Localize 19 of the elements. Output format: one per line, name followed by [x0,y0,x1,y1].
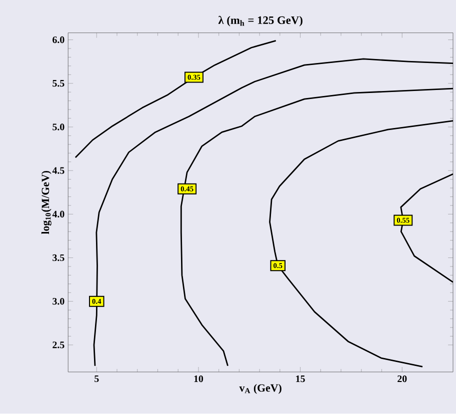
x-tick-label: 20 [398,376,407,382]
y-tick-label: 3.5 [52,254,64,262]
y-tick-label: 5.5 [52,80,64,87]
y-tick-label: 5.0 [52,124,64,130]
y-tick-label: 4.0 [52,210,64,218]
line-series [180,88,454,367]
x-tick-label: 15 [296,376,305,382]
x-axis-title: v$_{A}$ (GeV) [239,384,282,394]
x-tick-label: 10 [194,376,204,382]
line-series [93,58,454,367]
chart-title: λ (m$_{h}$ = 125 GeV) [218,16,302,26]
line-series [269,120,454,368]
y-tick-label: 3.0 [52,298,64,305]
line-series [74,40,277,158]
y-tick-label: 6.0 [52,36,64,44]
y-axis-title: log$_{10}$(M/GeV) [41,171,52,234]
y-tick-label: 4.5 [52,167,64,174]
y-tick-label: 2.5 [52,342,64,348]
x-tick-label: 5 [94,376,99,382]
